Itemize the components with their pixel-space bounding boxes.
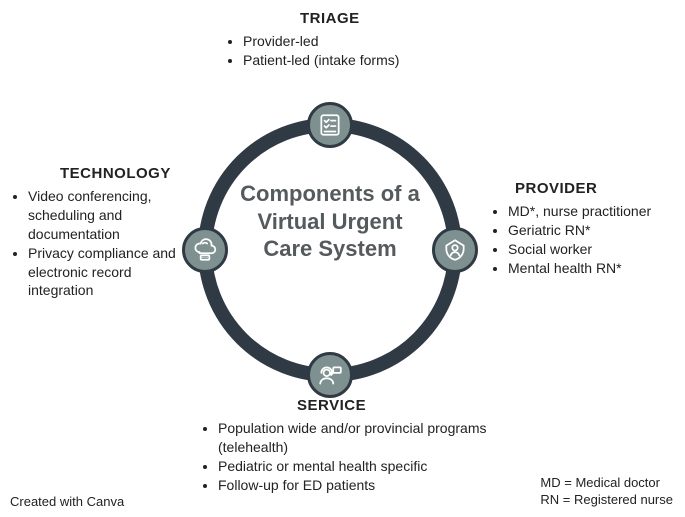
node-provider [432,227,478,273]
list-item: Population wide and/or provincial progra… [218,419,500,457]
list-item: Video conferencing, scheduling and docum… [28,187,185,244]
technology-list: Video conferencing, scheduling and docum… [10,187,185,300]
triage-list: Provider-ledPatient-led (intake forms) [225,32,455,70]
list-item: Mental health RN* [508,259,685,278]
center-title: Components of a Virtual Urgent Care Syst… [235,180,425,263]
legend-line-1: MD = Medical doctor [540,475,673,492]
triage-title: TRIAGE [300,10,360,27]
list-item: Follow-up for ED patients [218,476,500,495]
list-item: Provider-led [243,32,455,51]
technology-title: TECHNOLOGY [60,165,171,182]
list-item: Geriatric RN* [508,221,685,240]
list-item: Privacy compliance and electronic record… [28,244,185,301]
node-service [307,352,353,398]
list-item: Patient-led (intake forms) [243,51,455,70]
created-with: Created with Canva [10,494,124,509]
legend-line-2: RN = Registered nurse [540,492,673,509]
node-technology [182,227,228,273]
list-item: Pediatric or mental health specific [218,457,500,476]
list-item: Social worker [508,240,685,259]
provider-list: MD*, nurse practitionerGeriatric RN*Soci… [490,202,685,278]
service-list: Population wide and/or provincial progra… [200,419,500,495]
list-item: MD*, nurse practitioner [508,202,685,221]
service-title: SERVICE [297,397,366,414]
legend: MD = Medical doctor RN = Registered nurs… [540,475,673,509]
node-triage [307,102,353,148]
provider-title: PROVIDER [515,180,597,197]
